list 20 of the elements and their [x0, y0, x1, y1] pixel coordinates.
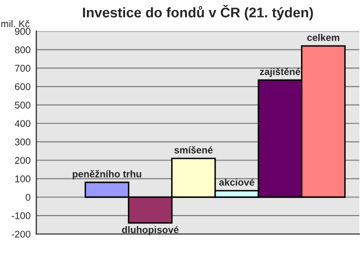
- y-tick-label: 100: [15, 175, 30, 182]
- series-label: smíšené: [174, 146, 213, 154]
- series-label: akciové: [219, 178, 254, 186]
- y-tick-label: 0: [26, 194, 30, 201]
- y-tick-label: 800: [14, 46, 30, 54]
- y-tick-label: -200: [12, 230, 30, 238]
- y-tick-label: 600: [15, 83, 30, 90]
- y-tick-label: 900: [14, 28, 30, 35]
- y-tick-label: 200: [15, 156, 30, 164]
- y-tick-label: -100: [12, 212, 30, 220]
- y-tick-label: 500: [14, 102, 30, 109]
- series-label: zajištěné: [260, 68, 300, 78]
- y-tick-label: 700: [15, 64, 30, 72]
- series-label: dluhopisové: [122, 226, 179, 236]
- series-label: celkem: [307, 34, 340, 41]
- y-tick-label: 300: [14, 138, 30, 146]
- y-tick-label: 400: [14, 120, 30, 127]
- chart-title: Investice do fondů v ČR (21. týden): [83, 4, 313, 20]
- series-label: peněžního trhu: [72, 170, 142, 180]
- y-axis-title: mil. Kč: [1, 20, 30, 28]
